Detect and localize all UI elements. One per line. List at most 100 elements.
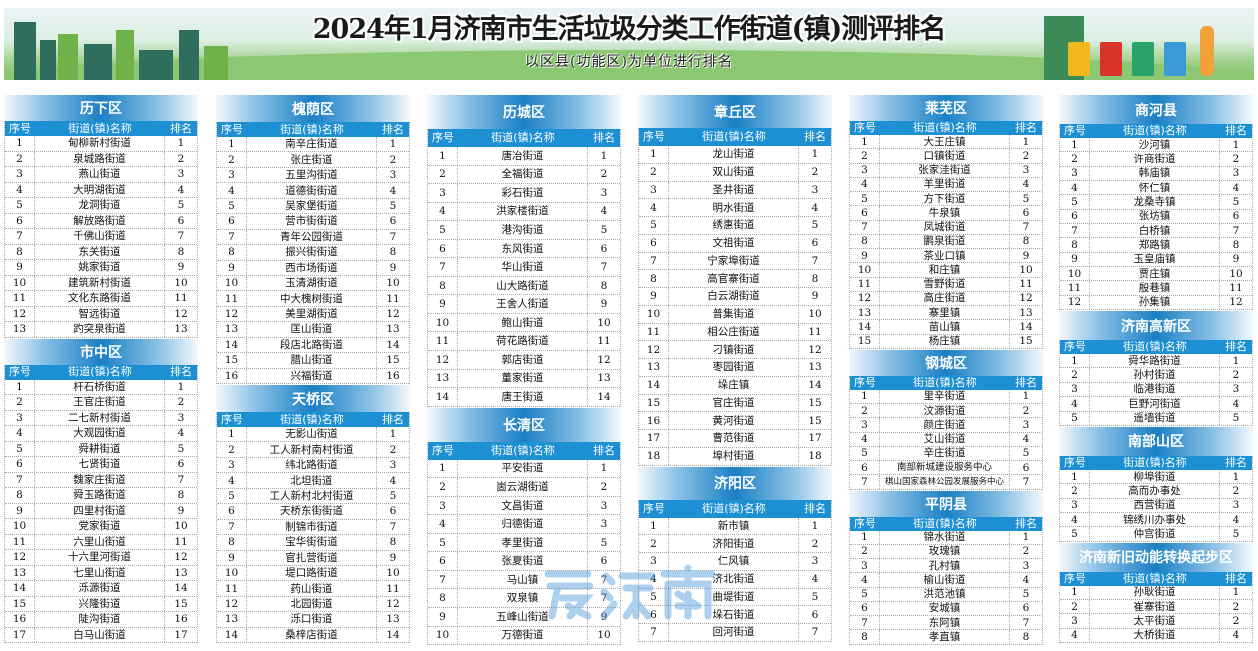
cell-seq: 4	[639, 199, 669, 216]
table-row: 6 垛石街道 6	[639, 606, 831, 624]
cell-seq: 15	[217, 353, 247, 368]
cell-name: 东阿镇	[880, 616, 1010, 630]
cell-name: 洪范池镇	[880, 587, 1010, 601]
table-row: 4 锦绣川办事处 4	[1060, 512, 1252, 528]
cell-rank: 5	[1232, 412, 1240, 425]
cell-seq: 18	[639, 447, 669, 465]
table-row: 3 五里沟街道 3	[217, 167, 409, 184]
cell-name: 无影山街道	[247, 427, 377, 442]
cell-name: 段店北路街道	[247, 337, 377, 353]
cell-name: 玉清湖街道	[247, 275, 377, 291]
column: 历下区 序号 街道(镇)名称 排名 1 甸柳新村街道 1 2 泉城路街道 2 3 燕山街道 3 4 大明湖街…	[4, 95, 198, 644]
table-row: 7 棋山国家森林公园发展服务中心 7	[850, 475, 1042, 490]
cell-seq: 10	[5, 519, 35, 534]
table-row: 1 孙耿街道 1	[1060, 585, 1252, 600]
cell-name: 埠村街道	[669, 447, 799, 465]
cell-seq: 10	[428, 313, 458, 332]
cell-name: 孔村镇	[880, 559, 1010, 573]
cell-name: 榆山街道	[880, 573, 1010, 587]
cell-seq: 13	[850, 306, 880, 320]
table-row: 14 唐王街道 14	[428, 388, 620, 407]
table-row: 3 燕山街道 3	[5, 167, 197, 183]
cell-seq: 3	[1060, 498, 1090, 512]
table-row: 7 凤城街道 7	[850, 220, 1042, 235]
cell-name: 泉城路街道	[35, 151, 165, 166]
table-row: 6 南部新城建设服务中心 6	[850, 461, 1042, 476]
cell-seq: 11	[850, 277, 880, 291]
cell-name: 王官庄街道	[35, 395, 165, 410]
cell-name: 杆石桥街道	[35, 379, 165, 394]
cell-seq: 3	[1060, 382, 1090, 397]
cell-rank: 10	[597, 316, 611, 329]
cell-name: 高而办事处	[1090, 484, 1220, 498]
cell-rank: 2	[1022, 545, 1030, 558]
cell-seq: 12	[639, 341, 669, 358]
cell-name: 桑梓店街道	[247, 627, 377, 643]
cell-seq: 6	[217, 504, 247, 519]
table-row: 12 北园街道 12	[217, 596, 409, 613]
table-row: 10 万德街道 10	[428, 626, 620, 646]
cell-rank: 6	[600, 555, 608, 568]
table-row: 15 兴隆街道 15	[5, 596, 197, 612]
cell-rank: 15	[808, 414, 822, 427]
cell-seq: 10	[850, 263, 880, 277]
cell-seq: 1	[639, 517, 669, 535]
cell-seq: 6	[428, 552, 458, 570]
header-name: 街道(镇)名称	[1123, 455, 1187, 469]
cell-name: 殷巷镇	[1090, 281, 1220, 295]
cell-seq: 3	[217, 457, 247, 473]
cell-rank: 4	[177, 427, 185, 440]
table-row: 3 韩庙镇 3	[1060, 166, 1252, 182]
table-row: 15 官庄街道 15	[639, 394, 831, 413]
cell-name: 玉皇庙镇	[1090, 252, 1220, 267]
header-seq: 序号	[1064, 340, 1086, 354]
table-row: 11 雪野街道 11	[850, 277, 1042, 292]
table-row: 4 艾山街道 4	[850, 432, 1042, 447]
cell-seq: 8	[1060, 238, 1090, 252]
cell-rank: 15	[1019, 335, 1033, 348]
cell-rank: 13	[174, 323, 188, 336]
table-row: 12 郭店街道 12	[428, 351, 620, 370]
cell-name: 和庄镇	[880, 263, 1010, 277]
cell-name: 党家街道	[35, 519, 165, 534]
trash-bin-icon	[1164, 42, 1186, 76]
cell-rank: 12	[386, 308, 400, 321]
cell-seq: 1	[1060, 469, 1090, 484]
cell-rank: 15	[174, 597, 188, 610]
header-seq: 序号	[221, 412, 243, 426]
district-title: 平阴县	[849, 490, 1043, 517]
table-row: 8 舜玉路街道 8	[5, 488, 197, 504]
cell-rank: 12	[597, 353, 611, 366]
cell-seq: 8	[428, 276, 458, 295]
cell-rank: 10	[174, 520, 188, 533]
cell-rank: 7	[177, 473, 185, 486]
cell-name: 六里山街道	[35, 534, 165, 549]
cell-seq: 11	[428, 332, 458, 351]
cell-rank: 1	[1022, 390, 1030, 403]
cell-name: 黄河街道	[669, 412, 799, 429]
table-row: 12 智远街道 12	[5, 306, 197, 322]
header-seq: 序号	[432, 443, 454, 457]
cell-rank: 5	[389, 489, 397, 502]
table-row: 4 大观园街道 4	[5, 426, 197, 442]
table-row: 5 工人新村北村街道 5	[217, 488, 409, 505]
cell-rank: 10	[808, 308, 822, 321]
cell-rank: 1	[389, 138, 397, 151]
cell-seq: 7	[217, 229, 247, 245]
cell-name: 药山街道	[247, 581, 377, 596]
cell-name: 七贤街道	[35, 457, 165, 472]
cell-rank: 5	[389, 199, 397, 212]
cell-name: 圣井街道	[669, 181, 799, 199]
cell-name: 唐冶街道	[458, 147, 588, 165]
cell-name: 天桥东街街道	[247, 504, 377, 519]
cell-name: 明水街道	[669, 199, 799, 216]
cell-name: 牛泉镇	[880, 206, 1010, 220]
cell-name: 文昌街道	[458, 496, 588, 515]
table-row: 7 制锦市街道 7	[217, 519, 409, 536]
table-row: 8 高官寨街道 8	[639, 270, 831, 288]
cell-seq: 5	[850, 446, 880, 460]
table-row: 5 龙桑寺镇 5	[1060, 195, 1252, 210]
cell-rank: 8	[600, 279, 608, 292]
table-row: 3 西营街道 3	[1060, 498, 1252, 513]
table-row: 2 崔寨街道 2	[1060, 599, 1252, 615]
